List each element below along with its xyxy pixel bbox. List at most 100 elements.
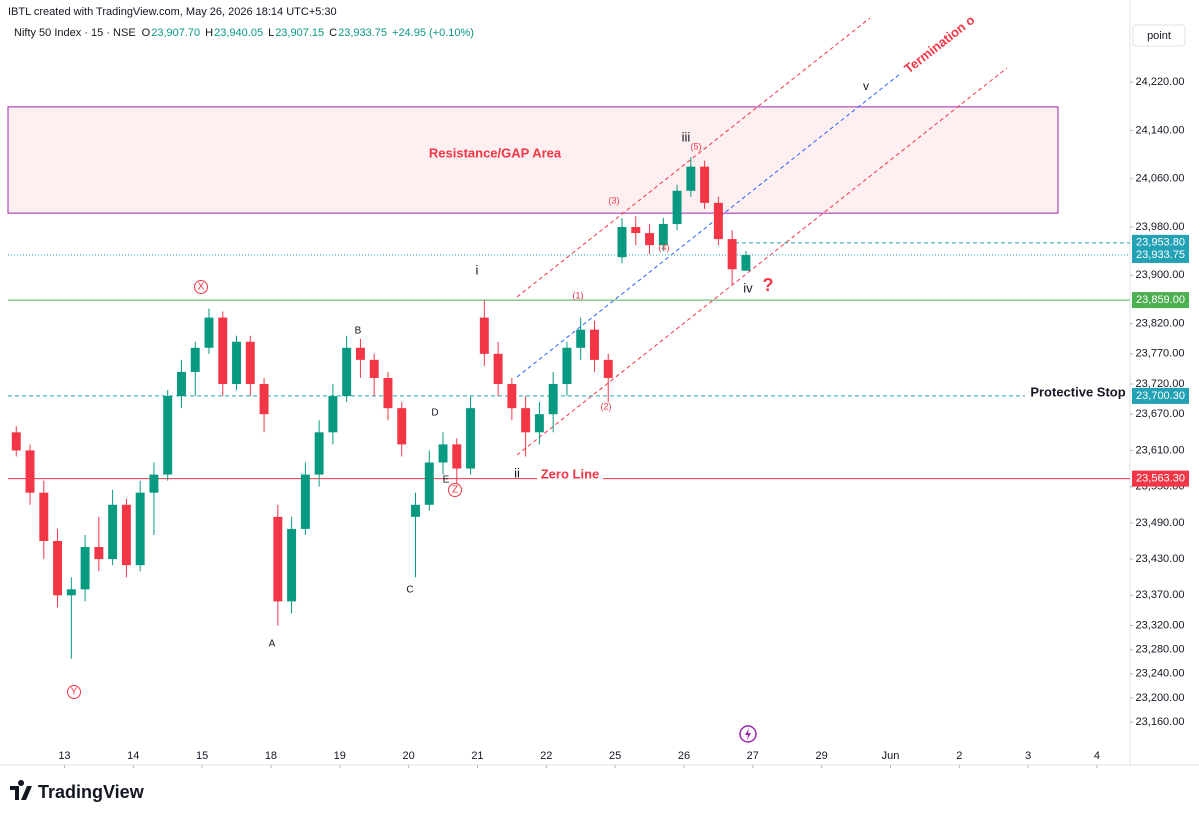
candle-body — [411, 504, 420, 517]
candle-body — [176, 371, 186, 397]
candle-body — [190, 347, 200, 372]
level-box — [1132, 246, 1189, 263]
source: IBTL created with TradingView.com, May 2… — [8, 6, 337, 18]
x-tick-label: 22 — [540, 750, 552, 762]
y-tick-label: 23,430.00 — [1136, 553, 1185, 565]
candle-body — [259, 384, 269, 415]
zone — [7, 106, 1059, 214]
candle-body — [245, 341, 255, 385]
legend-value: 23,933.75 — [338, 27, 387, 39]
x-tick-label: 13 — [58, 750, 70, 762]
brand-text: TradingView — [38, 782, 145, 802]
wave-label: (3) — [609, 195, 620, 205]
candle-body — [438, 444, 448, 463]
candle-body — [686, 166, 696, 191]
wave-label: C — [406, 585, 413, 596]
candle-body — [53, 540, 63, 596]
y-tick-label: 23,610.00 — [1136, 444, 1185, 456]
candle-body — [631, 227, 641, 234]
candle-body — [589, 329, 599, 360]
candle-body — [658, 224, 668, 246]
y-tick-label: 23,670.00 — [1136, 408, 1185, 420]
y-tick-label: 23,320.00 — [1136, 619, 1185, 631]
candle-body — [355, 347, 365, 360]
y-tick-label: 23,490.00 — [1136, 517, 1185, 529]
candle-body — [562, 347, 572, 385]
level-label: 23,700.30 — [1136, 390, 1185, 402]
level-box — [1132, 292, 1189, 309]
annotation-bg — [1028, 385, 1128, 401]
wave-circle — [67, 685, 81, 699]
wave-label: D — [431, 408, 438, 419]
candle-body — [232, 341, 242, 385]
level-box — [1132, 470, 1189, 487]
y-tick-label: 23,980.00 — [1136, 221, 1185, 233]
candle-body — [287, 528, 297, 602]
brand-mark — [10, 780, 32, 800]
candle-body — [204, 317, 214, 348]
x-tick-label: 26 — [678, 750, 690, 762]
candle-body — [66, 589, 76, 596]
x-tick-label: 18 — [265, 750, 277, 762]
wave-label: iv — [743, 280, 753, 295]
candle-body — [135, 492, 145, 566]
y-tick-label: 23,820.00 — [1136, 318, 1185, 330]
y-tick-label: 23,200.00 — [1136, 692, 1185, 704]
wave-label: ii — [514, 465, 520, 480]
annotation-bg — [537, 467, 603, 483]
plot: Resistance/GAP AreaXYZABCDEiiiiiiivv(1)(… — [7, 12, 1130, 699]
channel-line — [516, 67, 1008, 456]
y-tick-label: 23,900.00 — [1136, 269, 1185, 281]
wave-label: Y — [71, 687, 78, 698]
candle-body — [163, 396, 173, 475]
candle-body — [727, 239, 737, 270]
x-tick-label: 14 — [127, 750, 139, 762]
wave-circle — [448, 483, 462, 497]
candle-body — [452, 444, 462, 469]
y-tick-label: 23,240.00 — [1136, 668, 1185, 680]
wave-label: (2) — [601, 401, 612, 411]
level-label: 23,859.00 — [1136, 294, 1185, 306]
legend-key: L — [268, 27, 274, 39]
candle-body — [493, 353, 503, 385]
wave-label: Z — [452, 485, 458, 496]
wave-label: Protective Stop — [1030, 384, 1125, 399]
candle-body — [521, 408, 531, 433]
wave-label: iii — [682, 129, 691, 144]
level-box — [1132, 234, 1189, 251]
channel-line — [516, 73, 901, 378]
level-label: 23,953.80 — [1136, 237, 1185, 249]
level-box — [1132, 387, 1189, 404]
candle-body — [314, 432, 324, 475]
candle-body — [108, 504, 118, 560]
brand-logo: TradingView — [10, 780, 145, 802]
wave-label: Termination o — [901, 12, 977, 76]
wave-label: (1) — [573, 290, 584, 300]
candle-body — [328, 396, 338, 433]
y-tick-label: 24,060.00 — [1136, 173, 1185, 185]
y-tick-label: 23,370.00 — [1136, 589, 1185, 601]
level-label: 23,563.30 — [1136, 473, 1185, 485]
candle-body — [617, 227, 627, 258]
legend-value: 23,907.70 — [151, 27, 200, 39]
candle-body — [218, 317, 228, 385]
scale-button-label[interactable]: point — [1147, 30, 1171, 42]
x-tick-label: 27 — [747, 750, 759, 762]
candle-body — [94, 547, 104, 560]
y-tick-label: 24,140.00 — [1136, 124, 1185, 136]
channel-line — [516, 17, 871, 298]
x-tick-label: Jun — [882, 750, 900, 762]
x-tick-label: 2 — [956, 750, 962, 762]
x-tick-label: 4 — [1094, 750, 1100, 762]
wave-label: i — [476, 262, 479, 277]
scale-button[interactable] — [1132, 24, 1186, 47]
y-tick-label: 23,720.00 — [1136, 378, 1185, 390]
candle-body — [424, 462, 434, 505]
y-tick-label: 23,770.00 — [1136, 348, 1185, 360]
wave-circle — [194, 280, 208, 294]
candle-body — [645, 233, 655, 246]
candle-body — [700, 166, 710, 203]
level-label: 23,933.75 — [1136, 249, 1185, 261]
